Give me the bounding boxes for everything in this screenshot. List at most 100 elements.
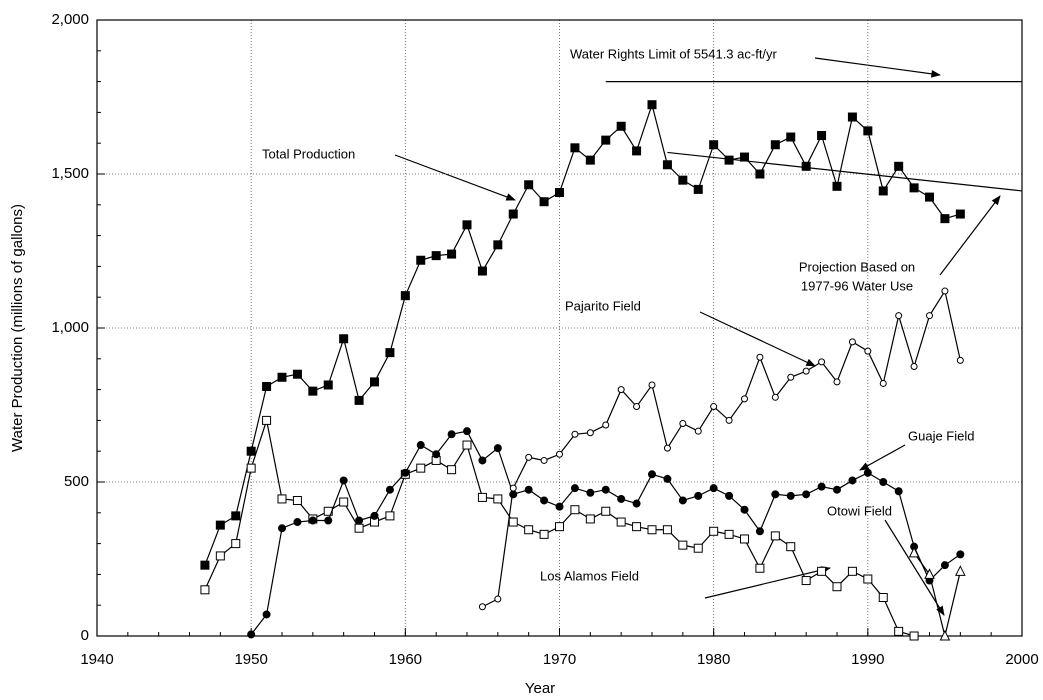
data-point: [525, 453, 533, 461]
data-point: [555, 502, 564, 511]
y-tick-label: 500: [64, 473, 89, 490]
data-point: [709, 484, 718, 493]
data-point: [339, 334, 349, 344]
series-line: [913, 552, 961, 637]
data-point: [247, 630, 256, 639]
y-axis-title: Water Production (millions of gallons): [9, 204, 26, 452]
series-line: [482, 289, 961, 608]
reference-label: Projection Based on: [799, 259, 915, 274]
data-point: [817, 131, 827, 140]
data-point: [818, 358, 826, 366]
data-point: [293, 518, 302, 527]
data-point: [647, 100, 657, 110]
data-point: [246, 463, 256, 473]
data-point: [863, 468, 872, 477]
data-point: [432, 450, 441, 459]
data-point: [540, 496, 549, 505]
data-point: [940, 561, 949, 570]
data-point: [385, 485, 394, 494]
data-point: [400, 291, 410, 301]
data-point: [416, 463, 426, 473]
arrow: [699, 311, 816, 367]
data-point: [524, 525, 534, 535]
data-point: [693, 543, 703, 553]
data-point: [863, 574, 873, 584]
data-point: [832, 181, 842, 191]
data-point: [895, 312, 903, 320]
data-point: [478, 603, 486, 611]
data-point: [556, 450, 563, 458]
data-point: [277, 494, 287, 504]
data-point: [431, 251, 441, 261]
data-point: [787, 373, 795, 381]
data-point: [878, 186, 888, 196]
data-point: [601, 485, 610, 494]
data-point: [524, 180, 534, 190]
plot-frame: [96, 19, 1023, 637]
data-point: [771, 393, 779, 401]
data-point: [678, 540, 688, 550]
data-point: [632, 146, 642, 156]
series-label: Pajarito Field: [565, 298, 641, 313]
data-point: [586, 429, 594, 437]
data-point: [848, 338, 856, 346]
data-point: [215, 520, 225, 530]
data-point: [447, 465, 457, 475]
data-point: [802, 490, 811, 499]
data-point: [401, 468, 410, 477]
data-point: [755, 169, 765, 179]
data-point: [924, 568, 935, 579]
data-point: [939, 629, 951, 641]
data-point: [540, 456, 548, 464]
data-point: [894, 161, 904, 171]
data-point: [616, 121, 626, 131]
data-point: [863, 126, 873, 136]
data-point: [308, 516, 317, 525]
arrow: [704, 566, 831, 599]
series-line: [250, 430, 961, 635]
data-point: [878, 593, 888, 602]
data-point: [462, 220, 472, 230]
series-label: Otowi Field: [827, 503, 892, 518]
data-point: [539, 529, 549, 539]
data-point: [956, 550, 965, 559]
data-point: [725, 491, 734, 500]
data-point: [894, 487, 903, 496]
series-label: Total Production: [262, 146, 355, 161]
data-point: [955, 209, 965, 219]
data-point: [694, 491, 703, 500]
data-point: [678, 496, 687, 505]
data-point: [910, 363, 918, 370]
x-tick-label: 1960: [389, 651, 422, 668]
data-point: [462, 440, 472, 450]
data-point: [570, 505, 580, 515]
data-point: [601, 135, 611, 145]
data-point: [786, 542, 796, 552]
data-point: [463, 427, 471, 436]
data-point: [494, 595, 502, 603]
data-point: [770, 140, 780, 150]
data-point: [755, 563, 765, 573]
data-point: [508, 209, 518, 219]
x-tick-label: 1980: [697, 651, 730, 668]
data-point: [662, 160, 672, 170]
data-point: [354, 395, 364, 405]
data-point: [741, 395, 748, 403]
data-point: [617, 386, 625, 394]
data-point: [894, 626, 904, 636]
series-label: Guaje Field: [908, 428, 974, 443]
data-point: [571, 430, 579, 438]
data-point: [941, 287, 949, 295]
data-point: [477, 266, 487, 276]
x-tick-label: 1950: [234, 651, 267, 668]
y-tick-label: 1,500: [51, 165, 89, 182]
data-point: [602, 421, 610, 429]
data-point: [617, 494, 626, 503]
reference-label: Water Rights Limit of 5541.3 ac-ft/yr: [570, 46, 778, 61]
data-point: [601, 506, 611, 516]
data-point: [648, 381, 656, 389]
arrow: [884, 519, 945, 616]
data-point: [586, 488, 595, 497]
data-point: [833, 485, 841, 494]
